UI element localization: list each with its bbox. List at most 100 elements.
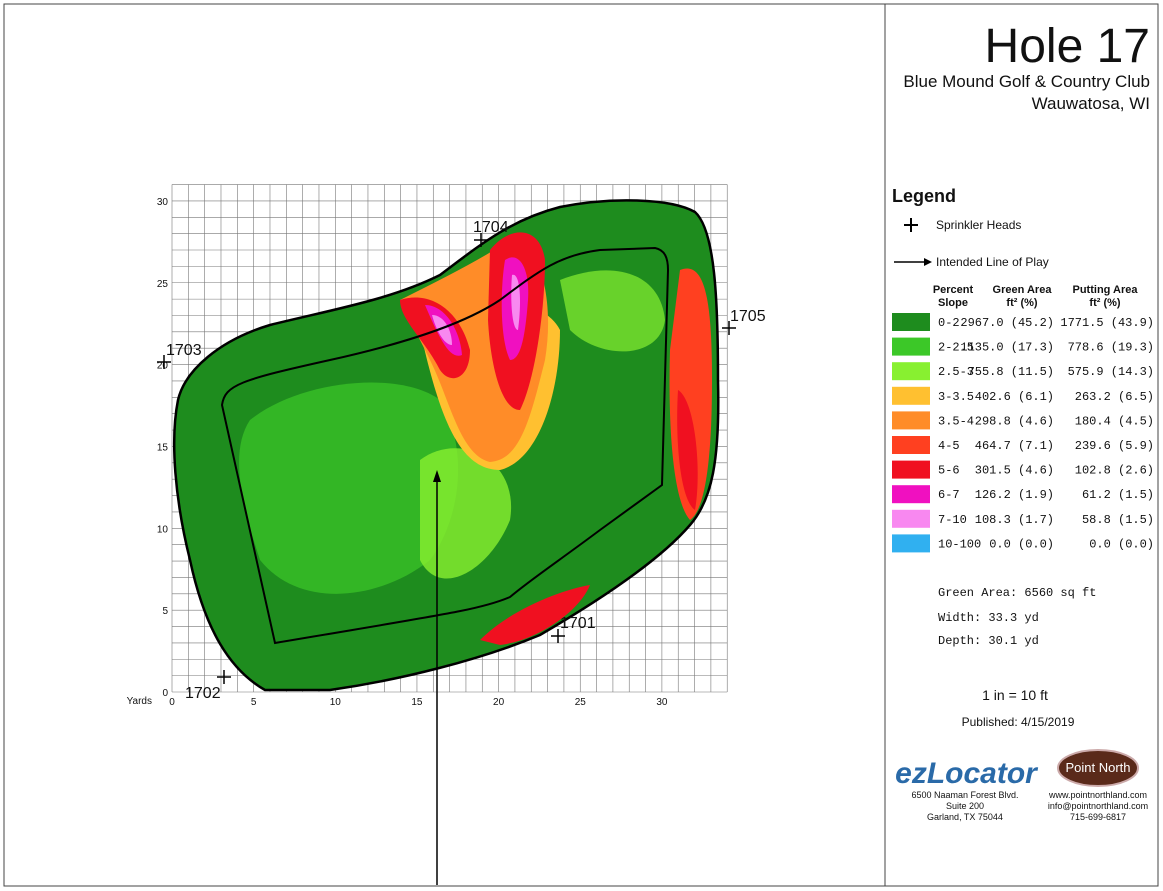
legend-sprinkler-icon: [904, 218, 918, 232]
contact-line: info@pointnorthland.com: [1048, 801, 1148, 811]
y-tick-label: 25: [157, 279, 169, 290]
stat: Depth: 30.1 yd: [938, 634, 1039, 648]
scale: 1 in = 10 ft: [982, 687, 1048, 703]
sprinklers: 1701 1702 1703 1704 1705: [157, 219, 766, 702]
putting-area: 778.6 (19.3): [1068, 341, 1154, 355]
sprinkler-mark: [217, 670, 231, 684]
legend-swatch: [892, 509, 930, 528]
slope-zone: [239, 382, 459, 594]
title: Hole 17: [985, 20, 1150, 73]
x-tick-label: 15: [411, 697, 423, 708]
sprinkler-mark: [157, 355, 171, 369]
y-tick-label: 20: [157, 361, 169, 372]
x-tick-label: 25: [575, 697, 587, 708]
slope-range: 3-3.5: [938, 390, 974, 404]
green-area: 298.8 (4.6): [975, 414, 1054, 428]
putting-area: 58.8 (1.5): [1082, 513, 1154, 527]
putting-area: 575.9 (14.3): [1068, 365, 1154, 379]
legend-swatch: [892, 362, 930, 381]
x-tick-label: 5: [251, 697, 257, 708]
slope-zone: [420, 448, 512, 579]
putting-area: 1771.5 (43.9): [1060, 316, 1154, 330]
location: Wauwatosa, WI: [1032, 94, 1150, 113]
slope-zone: [480, 585, 590, 645]
green-area: 464.7 (7.1): [975, 439, 1054, 453]
green-area: 301.5 (4.6): [975, 464, 1054, 478]
sprinkler-label: 1702: [185, 685, 221, 702]
green-area: 108.3 (1.7): [975, 513, 1054, 527]
slope-range: 7-10: [938, 513, 967, 527]
brand-pointnorth: Point North: [1065, 760, 1130, 775]
legend-sprinkler: Sprinkler Heads: [936, 218, 1021, 232]
y-tick-label: 30: [157, 197, 169, 208]
legend-swatch: [892, 313, 930, 331]
y-tick-label: 10: [157, 524, 169, 535]
sprinkler-label: 1703: [166, 342, 202, 359]
legend-swatch: [892, 534, 930, 553]
sprinkler-label: 1704: [473, 219, 509, 236]
legend-title: Legend: [892, 186, 956, 206]
slope-zone: [432, 315, 452, 345]
brand-logo: [1057, 749, 1139, 787]
sprinkler-mark: [551, 629, 565, 643]
stat: Width: 33.3 yd: [938, 611, 1039, 625]
putting-area: 239.6 (5.9): [1075, 439, 1154, 453]
brand-ezlocator: ezLocator: [895, 757, 1039, 790]
legend-swatch: [892, 436, 930, 454]
y-tick-label: 15: [157, 442, 169, 453]
column-header: Putting Area ft² (%): [1073, 284, 1139, 309]
putting-area: 0.0 (0.0): [1089, 537, 1154, 551]
column-header: Green Area ft² (%): [993, 284, 1053, 309]
sprinkler-label: 1701: [560, 615, 596, 632]
arrowhead: [433, 470, 441, 482]
y-tick-label: 5: [162, 606, 168, 617]
x-tick-label: 20: [493, 697, 505, 708]
stats: Green Area: 6560 sq ft Width: 33.3 yd De…: [938, 586, 1096, 648]
contact-line: www.pointnorthland.com: [1048, 790, 1147, 800]
axis-label: Yards: [127, 696, 152, 707]
slope-range: 5-6: [938, 464, 960, 478]
green-area: 755.8 (11.5): [968, 365, 1054, 379]
slope-range: 6-7: [938, 488, 960, 502]
page-border: [3, 3, 1159, 887]
stat: Green Area: 6560 sq ft: [938, 586, 1096, 600]
slope-zone: [511, 274, 520, 330]
sprinkler-mark: [474, 233, 488, 247]
sprinkler-label: 1705: [730, 308, 766, 325]
green-area: 2967.0 (45.2): [960, 316, 1054, 330]
club-name: Blue Mound Golf & Country Club: [903, 72, 1150, 91]
legend-swatch: [892, 337, 930, 356]
address-line: Suite 200: [946, 801, 984, 811]
slope-range: 0-2: [938, 316, 960, 330]
slope-zone: [560, 270, 665, 352]
slope-range: 3.5-4: [938, 414, 974, 428]
green-area: 0.0 (0.0): [989, 537, 1054, 551]
legend-table: Percent Slope Green Area ft² (%) Putting Are…: [892, 284, 1154, 553]
slope-range: 10-100: [938, 537, 981, 551]
contact-line: 715-699-6817: [1070, 812, 1126, 822]
y-tick-label: 0: [162, 688, 168, 699]
published: Published: 4/15/2019: [962, 715, 1075, 729]
legend-swatch: [892, 386, 930, 405]
slope-range: 2-2.5: [938, 341, 974, 355]
address-line: Garland, TX 75044: [927, 812, 1003, 822]
legend-arrowhead: [924, 258, 932, 266]
column-header: Percent Slope: [933, 284, 974, 309]
slope-range: 2.5-3: [938, 365, 974, 379]
putting-outline: [220, 246, 670, 645]
x-tick-label: 0: [169, 697, 175, 708]
slope-range: 4-5: [938, 439, 960, 453]
putting-area: 263.2 (6.5): [1075, 390, 1154, 404]
putting-area: 180.4 (4.5): [1075, 414, 1154, 428]
green-area: 1135.0 (17.3): [960, 341, 1054, 355]
legend-swatch: [892, 460, 930, 479]
slope-zone: [400, 297, 470, 379]
x-tick-label: 30: [656, 697, 668, 708]
legend-swatch: [892, 485, 930, 504]
slope-zone: [677, 390, 698, 510]
green-area: 402.6 (6.1): [975, 390, 1054, 404]
address-line: 6500 Naaman Forest Blvd.: [911, 790, 1018, 800]
sprinkler-mark: [722, 321, 736, 335]
green: [172, 199, 720, 885]
